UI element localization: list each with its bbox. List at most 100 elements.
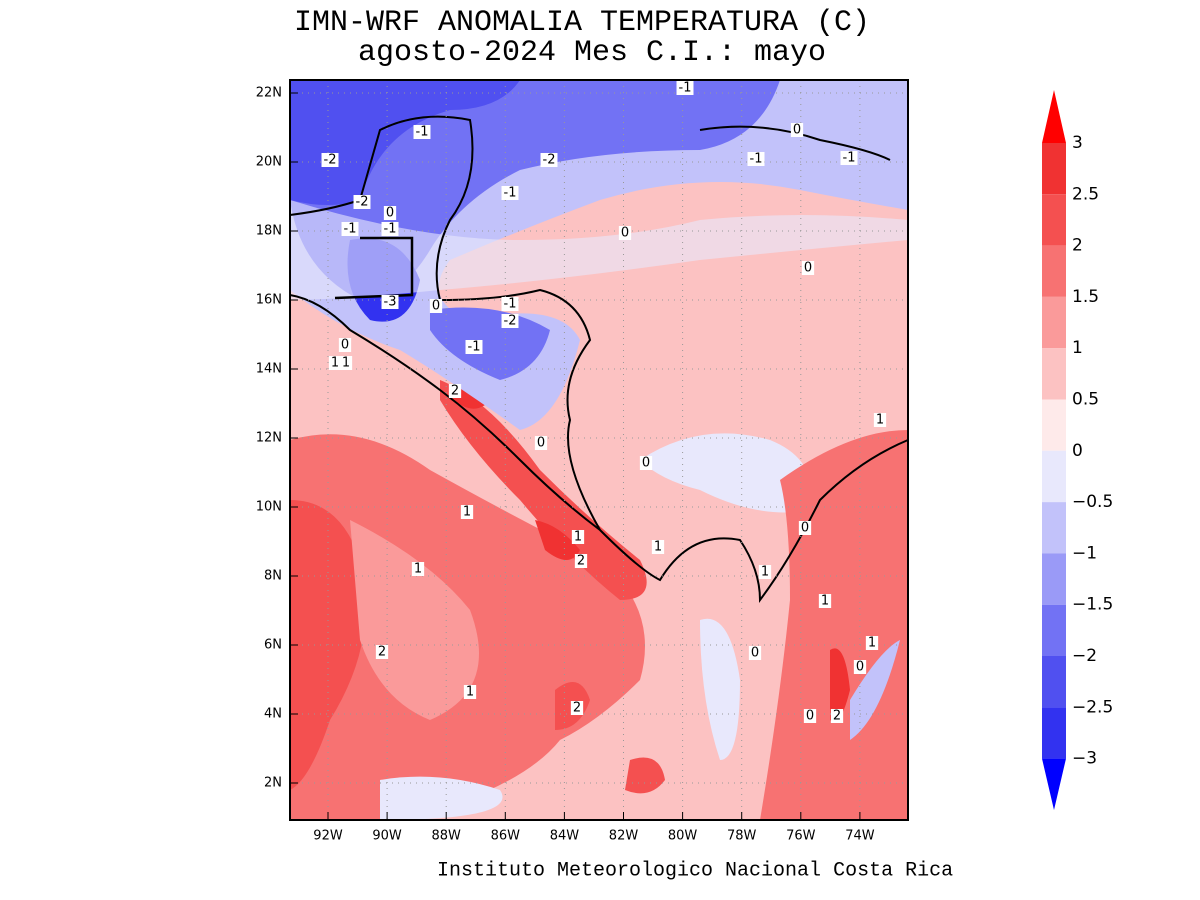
contour-label: 1 <box>414 562 422 577</box>
title: IMN-WRF ANOMALIA TEMPERATURA (C) <box>294 6 870 40</box>
contour-label: -1 <box>504 297 517 312</box>
lon-tick-label: 80W <box>668 829 698 844</box>
colorbar-label: −2.5 <box>1072 697 1113 717</box>
colorbar-segment <box>1042 553 1066 605</box>
contour-label: 0 <box>386 206 394 221</box>
map-frame <box>289 79 909 821</box>
lat-tick-label: 2N <box>264 776 282 791</box>
contour-label-bg <box>840 151 858 165</box>
colorbar-segment <box>1042 604 1066 656</box>
colorbar-label: −1 <box>1072 543 1097 563</box>
lat-tick-label: 14N <box>256 362 282 377</box>
contour-label-bg <box>429 299 443 313</box>
contour-label: 0 <box>856 660 864 675</box>
lat-tick-label: 10N <box>256 500 282 515</box>
contour-label-bg <box>747 152 765 166</box>
contour-label: 1 <box>463 505 471 520</box>
colorbar-segment <box>1042 194 1066 246</box>
lat-tick-label: 20N <box>256 155 282 170</box>
lon-tick-label: 86W <box>491 829 521 844</box>
contour-label-bg <box>830 709 844 723</box>
contour-label: 2 <box>378 645 386 660</box>
contour-label-bg <box>501 186 519 200</box>
contour-label-bg <box>460 505 474 519</box>
lon-tick-label: 82W <box>609 829 639 844</box>
colorbar-label: 2 <box>1072 236 1083 256</box>
contour-label-bg <box>540 153 558 167</box>
colorbar-segment <box>1042 707 1066 759</box>
lon-tick-label: 90W <box>372 829 402 844</box>
colorbar-label: −3 <box>1072 749 1097 769</box>
lon-tick-label: 92W <box>313 829 343 844</box>
contour-label: -2 <box>356 195 369 210</box>
colorbar-label: −0.5 <box>1072 492 1113 512</box>
contour-label: -3 <box>384 295 397 310</box>
lon-tick-label: 78W <box>727 829 757 844</box>
contour-label: -2 <box>324 153 337 168</box>
contour-label-bg <box>803 709 817 723</box>
contour-label-bg <box>448 384 462 398</box>
contour-label-bg <box>413 125 431 139</box>
contour-label: 0 <box>751 646 759 661</box>
contour-label-bg <box>618 226 632 240</box>
colorbar-label: 1.5 <box>1072 287 1099 307</box>
contour-label-bg <box>465 340 483 354</box>
contour-label-bg <box>463 685 477 699</box>
contour-label: 0 <box>806 709 814 724</box>
contour-label: -1 <box>384 222 397 237</box>
contour-label-bg <box>865 636 879 650</box>
colorbar-segment <box>1042 758 1066 810</box>
contour-label: -1 <box>416 125 429 140</box>
contour-label: 1 <box>574 530 582 545</box>
lat-tick-label: 4N <box>264 707 282 722</box>
contour-label-bg <box>571 530 585 544</box>
colorbar-segment <box>1042 502 1066 554</box>
contour-label: 1 <box>342 356 350 371</box>
contour-label: -1 <box>679 81 692 96</box>
colorbar-segment <box>1042 656 1066 708</box>
contour-label-bg <box>375 645 389 659</box>
contour-label: 2 <box>573 701 581 716</box>
footer-credit: Instituto Meteorologico Nacional Costa R… <box>437 859 953 882</box>
contour-label-bg <box>321 153 339 167</box>
map-field <box>290 80 908 820</box>
contour-label-bg <box>873 413 887 427</box>
lat-tick-label: 8N <box>264 569 282 584</box>
colorbar-segment <box>1042 143 1066 195</box>
colorbar-segment <box>1042 450 1066 503</box>
colorbar-label: −1.5 <box>1072 595 1113 615</box>
lon-tick-label: 76W <box>786 829 816 844</box>
contour-label: -1 <box>468 340 481 355</box>
lon-tick-label: 84W <box>550 829 580 844</box>
contour-label-bg <box>411 562 425 576</box>
contour-label: 1 <box>466 685 474 700</box>
lat-tick-label: 16N <box>256 293 282 308</box>
contour-label-bg <box>501 314 519 328</box>
contour-label-bg <box>758 565 772 579</box>
contour-label-bg <box>639 456 653 470</box>
lat-tick-label: 6N <box>264 638 282 653</box>
contour-label-bg <box>338 338 352 352</box>
contour-label-bg <box>353 195 371 209</box>
contour-label: 1 <box>868 636 876 651</box>
contour-label-bg <box>383 206 397 220</box>
contour-label: 1 <box>654 540 662 555</box>
contour-label-bg <box>798 521 812 535</box>
contour-label-bg <box>339 356 353 370</box>
contour-label-bg <box>381 222 399 236</box>
colorbar-segment <box>1042 296 1066 349</box>
contour-label-bg <box>341 222 359 236</box>
colorbar-label: 0.5 <box>1072 390 1099 410</box>
contour-label: 2 <box>577 554 585 569</box>
contour-label-bg <box>651 540 665 554</box>
contour-label: 1 <box>331 356 339 371</box>
contour-label: -1 <box>750 152 763 167</box>
contour-label-bg <box>534 436 548 450</box>
contour-label: -1 <box>843 151 856 166</box>
contour-label-bg <box>676 81 694 95</box>
colorbar-label: 1 <box>1072 338 1083 358</box>
contour-label-bg <box>801 261 815 275</box>
contour-label: 0 <box>801 521 809 536</box>
contour-label: 0 <box>642 456 650 471</box>
contour-label: 2 <box>833 709 841 724</box>
